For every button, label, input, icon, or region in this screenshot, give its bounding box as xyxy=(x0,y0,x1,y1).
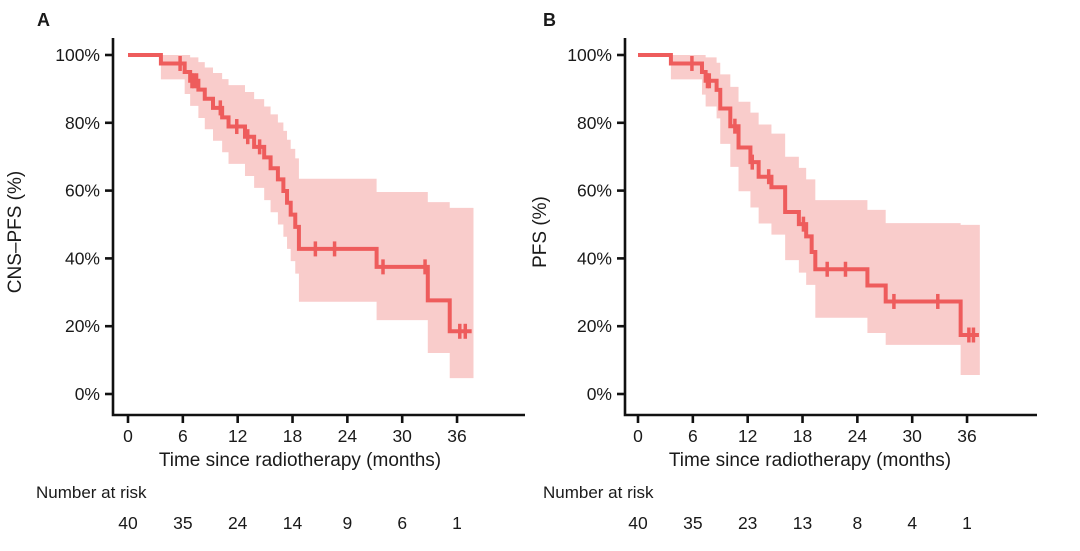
x-tick-label: 12 xyxy=(738,426,757,446)
y-tick-label: 20% xyxy=(65,316,100,336)
x-tick-label: 0 xyxy=(123,426,133,446)
y-tick-label: 60% xyxy=(577,181,612,201)
risk-count: 14 xyxy=(282,513,303,533)
y-tick-label: 100% xyxy=(55,45,100,65)
panel-b: B PFS (%) 0% 20% 40% 60% 80% 100% 0 6 12 18 24 30 36… xyxy=(530,0,1080,551)
x-tick-label: 12 xyxy=(228,426,247,446)
y-tick-label: 80% xyxy=(577,113,612,133)
risk-count: 4 xyxy=(907,513,918,533)
ci-band xyxy=(160,55,474,379)
x-tick-label: 24 xyxy=(848,426,868,446)
survival-curve xyxy=(128,53,472,334)
panel-b-plot: 0% 20% 40% 60% 80% 100% 0 6 12 18 24 30 36 xyxy=(567,38,1037,446)
x-tick-label: 0 xyxy=(633,426,643,446)
x-tick-label: 24 xyxy=(338,426,358,446)
x-tick-label: 30 xyxy=(392,426,412,446)
risk-count: 24 xyxy=(227,513,248,533)
x-tick-label: 30 xyxy=(902,426,922,446)
axes xyxy=(111,38,525,417)
panel-b-risk-row: 40 35 23 13 8 4 1 xyxy=(535,513,1080,537)
risk-count: 9 xyxy=(342,513,353,533)
x-tick-label: 36 xyxy=(957,426,976,446)
y-tick-label: 0% xyxy=(75,384,100,404)
x-tick-label: 18 xyxy=(793,426,812,446)
panel-a-letter: A xyxy=(37,10,50,30)
y-tick-label: 40% xyxy=(577,248,612,268)
y-tick-label: 20% xyxy=(577,316,612,336)
x-tick-label: 18 xyxy=(283,426,302,446)
ci-band xyxy=(670,55,980,376)
panel-a: A CNS–PFS (%) 0% 20% 40% 60% 80% 100% 0 6 12 18 24… xyxy=(0,0,535,551)
panel-a-risk-row: 40 35 24 14 9 6 1 xyxy=(0,513,535,537)
risk-count: 23 xyxy=(737,513,758,533)
risk-count: 1 xyxy=(452,513,462,533)
panel-b-x-axis-label: Time since radiotherapy (months) xyxy=(668,450,952,471)
y-tick-label: 60% xyxy=(65,181,100,201)
y-tick-label: 100% xyxy=(567,45,612,65)
y-tick-label: 0% xyxy=(587,384,612,404)
axes xyxy=(623,38,1037,417)
x-tick-label: 6 xyxy=(688,426,698,446)
risk-count: 35 xyxy=(683,513,703,533)
x-tick-label: 6 xyxy=(178,426,188,446)
y-tick-label: 40% xyxy=(65,248,100,268)
risk-count: 40 xyxy=(118,513,138,533)
risk-count: 13 xyxy=(792,513,813,533)
risk-count: 40 xyxy=(628,513,648,533)
y-tick-label: 80% xyxy=(65,113,100,133)
panel-a-number-at-risk-label: Number at risk xyxy=(36,483,147,502)
risk-count: 35 xyxy=(173,513,193,533)
x-tick-label: 36 xyxy=(447,426,466,446)
panel-a-x-axis-label: Time since radiotherapy (months) xyxy=(158,450,442,471)
risk-count: 8 xyxy=(852,513,863,533)
risk-count: 1 xyxy=(962,513,972,533)
panel-b-letter: B xyxy=(543,10,556,30)
panel-b-number-at-risk-label: Number at risk xyxy=(543,483,654,502)
risk-count: 6 xyxy=(397,513,408,533)
panel-a-plot: 0% 20% 40% 60% 80% 100% 0 6 12 18 24 30 36 xyxy=(55,38,525,446)
